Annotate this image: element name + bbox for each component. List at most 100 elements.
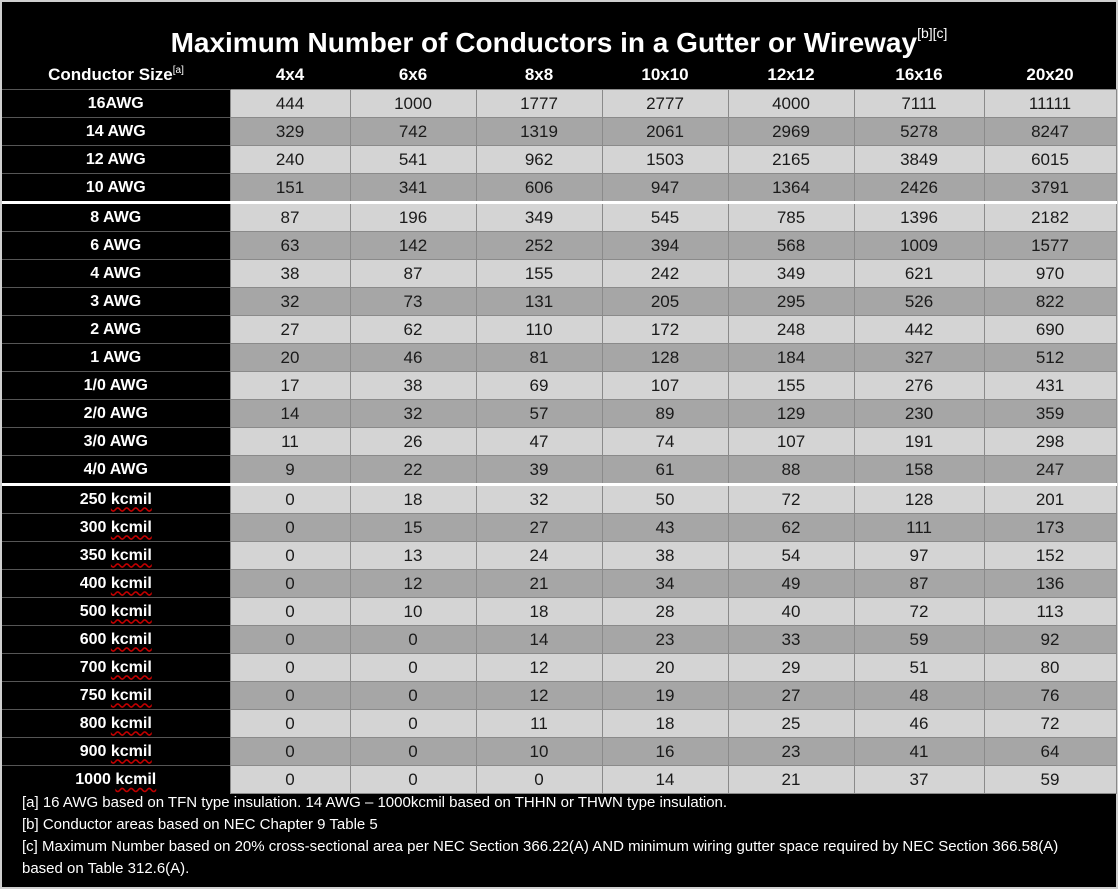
table-cell: 205 <box>601 287 729 316</box>
table-row: 3 AWG 32 73 131 205 295 526 822 <box>2 287 1117 316</box>
table-cell: 12 <box>475 653 603 682</box>
kcmil-unit: kcmil <box>110 574 152 592</box>
page-title: Maximum Number of Conductors in a Gutter… <box>2 9 1116 67</box>
table-row: 4/0 AWG 9 22 39 61 88 158 247 <box>2 455 1117 485</box>
conductor-table: Conductor Size[a] 4x4 6x6 8x8 10x10 12x1… <box>2 60 1117 794</box>
table-cell: 0 <box>229 483 351 514</box>
table-cell: 4000 <box>727 89 855 118</box>
conductor-size-text: 900 kcmil <box>79 742 152 760</box>
table-cell: 88 <box>727 455 855 485</box>
table-cell: 47 <box>475 427 603 456</box>
table-cell: 18 <box>475 597 603 626</box>
table-cell: 0 <box>349 625 477 654</box>
table-cell: 172 <box>601 315 729 344</box>
table-cell: 12 <box>475 681 603 710</box>
table-row: 16AWG 444 1000 1777 2777 4000 7111 11111 <box>2 89 1117 118</box>
table-cell: 0 <box>229 541 351 570</box>
header-col-10x10: 10x10 <box>602 60 728 90</box>
footnote-a: [a] 16 AWG based on TFN type insulation.… <box>22 794 728 811</box>
table-cell: 0 <box>229 513 351 542</box>
table-cell: 41 <box>853 737 985 766</box>
conductor-size-text: 3/0 AWG <box>83 432 148 450</box>
table-cell: 80 <box>983 653 1117 682</box>
table-row: 800 kcmil 0 0 11 18 25 46 72 <box>2 709 1117 738</box>
table-cell: 16 <box>601 737 729 766</box>
conductor-size-text: 16AWG <box>87 94 144 112</box>
header-col-6x6: 6x6 <box>350 60 476 90</box>
table-cell: 87 <box>349 259 477 288</box>
table-cell: 0 <box>349 653 477 682</box>
conductor-size-label: 3/0 AWG <box>2 427 230 456</box>
table-row: 8 AWG 87 196 349 545 785 1396 2182 <box>2 201 1117 232</box>
table-cell: 40 <box>727 597 855 626</box>
table-cell: 173 <box>983 513 1117 542</box>
kcmil-unit: kcmil <box>110 630 152 648</box>
table-cell: 19 <box>601 681 729 710</box>
table-cell: 431 <box>983 371 1117 400</box>
table-cell: 23 <box>727 737 855 766</box>
conductor-size-text: 500 kcmil <box>79 602 152 620</box>
header-size-label: Conductor Size <box>48 64 173 84</box>
kcmil-unit: kcmil <box>110 658 152 676</box>
table-cell: 2777 <box>601 89 729 118</box>
header-conductor-size: Conductor Size[a] <box>2 60 230 90</box>
table-cell: 545 <box>601 201 729 232</box>
table-cell: 276 <box>853 371 985 400</box>
table-cell: 1009 <box>853 231 985 260</box>
table-cell: 541 <box>349 145 477 174</box>
footnote-b: [b] Conductor areas based on NEC Chapter… <box>22 816 378 833</box>
table-cell: 129 <box>727 399 855 428</box>
table-cell: 2061 <box>601 117 729 146</box>
table-cell: 49 <box>727 569 855 598</box>
table-cell: 742 <box>349 117 477 146</box>
table-cell: 151 <box>229 173 351 203</box>
table-row: 2/0 AWG 14 32 57 89 129 230 359 <box>2 399 1117 428</box>
conductor-size-label: 400 kcmil <box>2 569 230 598</box>
conductor-size-label: 6 AWG <box>2 231 230 260</box>
table-row: 2 AWG 27 62 110 172 248 442 690 <box>2 315 1117 344</box>
table-cell: 64 <box>983 737 1117 766</box>
conductor-size-label: 1 AWG <box>2 343 230 372</box>
table-cell: 349 <box>727 259 855 288</box>
table-cell: 5278 <box>853 117 985 146</box>
table-cell: 107 <box>601 371 729 400</box>
table-cell: 27 <box>229 315 351 344</box>
table-cell: 46 <box>349 343 477 372</box>
table-row: 4 AWG 38 87 155 242 349 621 970 <box>2 259 1117 288</box>
table-cell: 62 <box>349 315 477 344</box>
table-cell: 142 <box>349 231 477 260</box>
table-cell: 26 <box>349 427 477 456</box>
table-cell: 61 <box>601 455 729 485</box>
table-cell: 0 <box>349 681 477 710</box>
conductor-size-label: 1000 kcmil <box>2 765 230 794</box>
conductor-size-text: 1/0 AWG <box>83 376 148 394</box>
table-cell: 0 <box>229 625 351 654</box>
conductor-size-label: 700 kcmil <box>2 653 230 682</box>
footnote-c: [c] Maximum Number based on 20% cross-se… <box>22 838 1059 877</box>
table-cell: 621 <box>853 259 985 288</box>
conductor-size-label: 4/0 AWG <box>2 455 230 485</box>
table-row: 250 kcmil 0 18 32 50 72 128 201 <box>2 483 1117 514</box>
table-cell: 20 <box>601 653 729 682</box>
table-row: 1000 kcmil 0 0 0 14 21 37 59 <box>2 765 1117 794</box>
conductor-size-text: 400 kcmil <box>79 574 152 592</box>
table-row: 6 AWG 63 142 252 394 568 1009 1577 <box>2 231 1117 260</box>
table-cell: 74 <box>601 427 729 456</box>
table-cell: 1396 <box>853 201 985 232</box>
conductor-size-text: 350 kcmil <box>79 546 152 564</box>
table-cell: 46 <box>853 709 985 738</box>
table-cell: 0 <box>349 737 477 766</box>
table-cell: 970 <box>983 259 1117 288</box>
table-cell: 32 <box>349 399 477 428</box>
table-cell: 59 <box>983 765 1117 794</box>
table-cell: 43 <box>601 513 729 542</box>
conductor-size-label: 4 AWG <box>2 259 230 288</box>
table-cell: 32 <box>475 483 603 514</box>
table-cell: 21 <box>475 569 603 598</box>
conductor-size-label: 3 AWG <box>2 287 230 316</box>
table-cell: 1577 <box>983 231 1117 260</box>
conductor-size-text: 2 AWG <box>90 320 142 338</box>
table-cell: 2426 <box>853 173 985 203</box>
table-cell: 152 <box>983 541 1117 570</box>
table-row: 1/0 AWG 17 38 69 107 155 276 431 <box>2 371 1117 400</box>
